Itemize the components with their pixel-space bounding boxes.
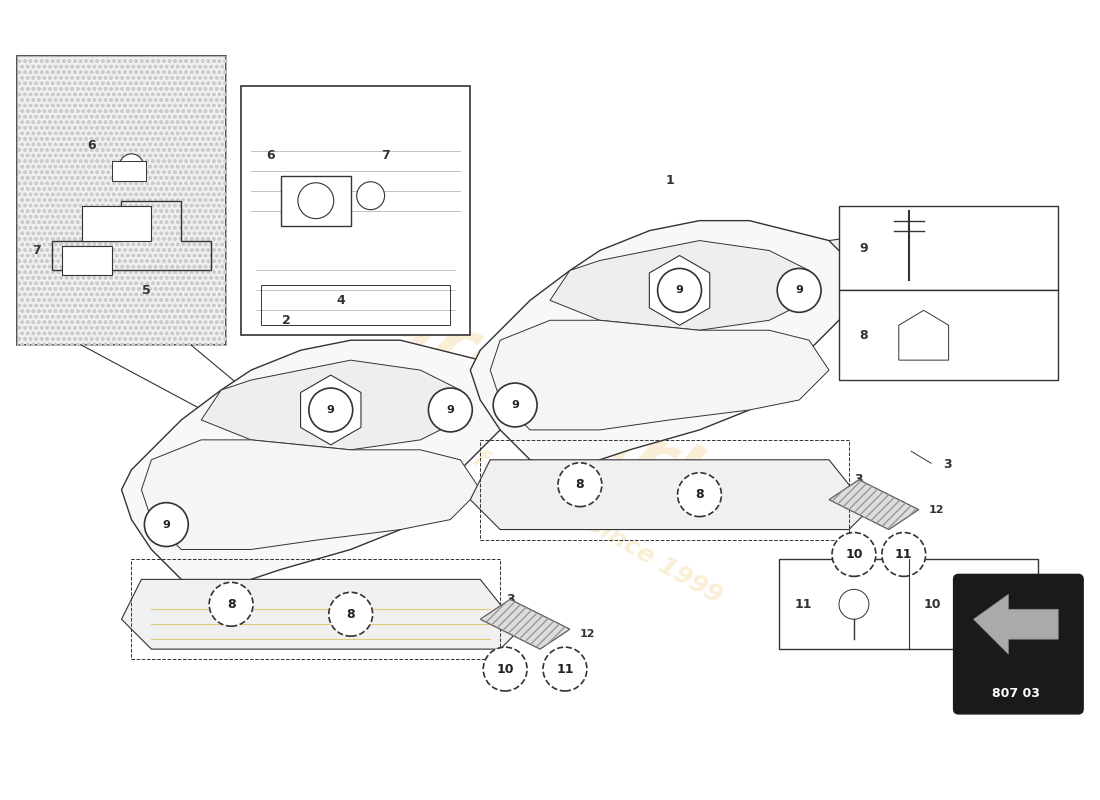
- Bar: [779, 559, 1038, 649]
- Polygon shape: [300, 375, 361, 445]
- Polygon shape: [829, 230, 928, 300]
- Text: 9: 9: [163, 519, 170, 530]
- Polygon shape: [121, 579, 520, 649]
- Text: 9: 9: [675, 286, 683, 295]
- Polygon shape: [899, 310, 948, 360]
- Text: 3: 3: [944, 458, 953, 471]
- Circle shape: [209, 582, 253, 626]
- Circle shape: [356, 182, 385, 210]
- Circle shape: [882, 533, 926, 576]
- Polygon shape: [979, 584, 1019, 624]
- Circle shape: [558, 462, 602, 506]
- Circle shape: [832, 533, 876, 576]
- Circle shape: [839, 590, 869, 619]
- Circle shape: [428, 388, 472, 432]
- Text: 3: 3: [855, 474, 864, 486]
- Circle shape: [298, 182, 333, 218]
- Bar: [81, 206, 152, 241]
- Polygon shape: [649, 255, 710, 326]
- FancyBboxPatch shape: [16, 56, 227, 345]
- Text: 8: 8: [227, 598, 235, 610]
- Polygon shape: [491, 320, 829, 430]
- Circle shape: [309, 388, 353, 432]
- Text: 8: 8: [575, 478, 584, 491]
- Text: 9: 9: [859, 242, 868, 255]
- Text: 8: 8: [859, 329, 868, 342]
- Text: eurosparks: eurosparks: [336, 256, 764, 544]
- Polygon shape: [121, 340, 520, 590]
- Polygon shape: [829, 480, 918, 530]
- Text: 12: 12: [580, 629, 595, 639]
- Text: 9: 9: [795, 286, 803, 295]
- Text: 10: 10: [924, 598, 942, 610]
- Circle shape: [543, 647, 587, 691]
- Bar: [111, 161, 146, 181]
- Polygon shape: [974, 594, 1058, 654]
- Text: 10: 10: [496, 662, 514, 675]
- Circle shape: [778, 269, 821, 312]
- FancyBboxPatch shape: [954, 574, 1084, 714]
- Bar: [132, 559, 500, 659]
- Circle shape: [329, 592, 373, 636]
- Circle shape: [493, 383, 537, 427]
- Polygon shape: [471, 460, 869, 530]
- Bar: [62, 246, 111, 275]
- Text: 6: 6: [266, 150, 275, 162]
- Text: 807 03: 807 03: [992, 687, 1041, 701]
- Text: 9: 9: [512, 400, 519, 410]
- Polygon shape: [481, 599, 570, 649]
- Text: 11: 11: [794, 598, 812, 610]
- Bar: [280, 176, 351, 226]
- Circle shape: [144, 502, 188, 546]
- Polygon shape: [201, 360, 460, 450]
- Circle shape: [678, 473, 722, 517]
- Text: 3: 3: [506, 593, 515, 606]
- Text: 9: 9: [327, 405, 334, 415]
- Polygon shape: [142, 440, 481, 550]
- Text: 9: 9: [447, 405, 454, 415]
- Polygon shape: [471, 221, 869, 470]
- Text: 2: 2: [282, 314, 290, 326]
- Circle shape: [120, 154, 143, 178]
- Bar: [839, 290, 1058, 380]
- Polygon shape: [550, 241, 810, 330]
- Circle shape: [483, 647, 527, 691]
- Text: 8: 8: [346, 608, 355, 621]
- Text: 4: 4: [337, 294, 345, 307]
- Text: 8: 8: [695, 488, 704, 501]
- Text: 12: 12: [928, 505, 944, 514]
- FancyBboxPatch shape: [241, 86, 471, 335]
- Bar: [481, 440, 849, 539]
- Circle shape: [658, 269, 702, 312]
- Text: 5: 5: [142, 284, 151, 297]
- Text: 11: 11: [895, 548, 913, 561]
- Text: a place for parts since 1999: a place for parts since 1999: [374, 391, 726, 608]
- Bar: [839, 206, 1058, 290]
- Text: 6: 6: [87, 139, 96, 152]
- Text: 7: 7: [32, 244, 41, 257]
- Text: 1: 1: [666, 174, 674, 187]
- Text: 7: 7: [382, 150, 389, 162]
- Bar: [261, 286, 450, 326]
- Text: 11: 11: [557, 662, 574, 675]
- Text: 10: 10: [845, 548, 862, 561]
